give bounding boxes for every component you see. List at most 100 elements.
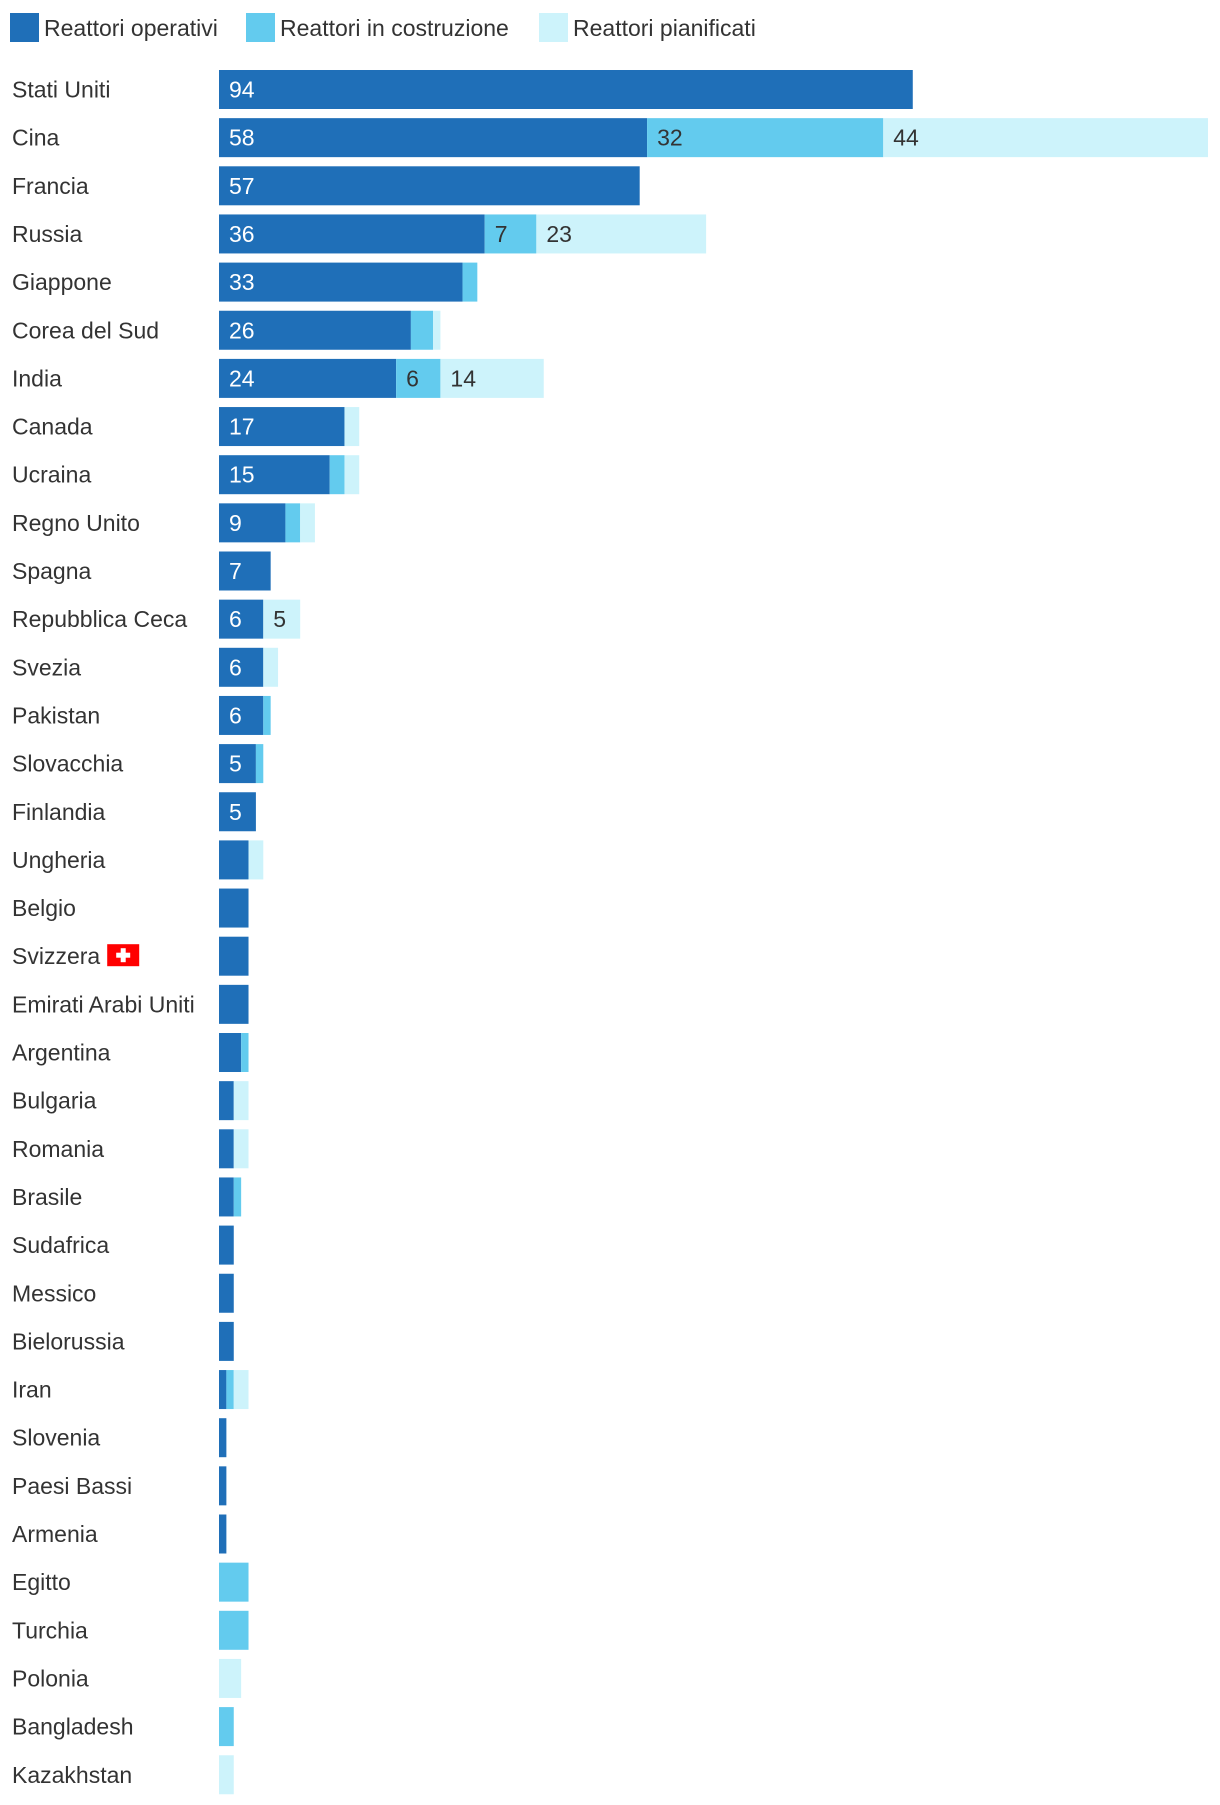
category-label-svezia: Svezia bbox=[12, 654, 81, 680]
data-label-reattori-operativi-russia: 36 bbox=[229, 221, 255, 247]
data-label-reattori-operativi-svezia: 6 bbox=[229, 654, 242, 680]
bar-reattori-operativi-bulgaria bbox=[219, 1081, 234, 1121]
category-label-emirati-arabi-uniti: Emirati Arabi Uniti bbox=[12, 991, 195, 1017]
bar-reattori-operativi-stati-uniti bbox=[219, 70, 913, 109]
category-label-repubblica-ceca: Repubblica Ceca bbox=[12, 606, 187, 632]
category-label-argentina: Argentina bbox=[12, 1040, 111, 1066]
bar-reattori-operativi-pakistan bbox=[219, 695, 264, 735]
bar-reattori-operativi-argentina bbox=[219, 1033, 242, 1072]
bar-reattori-operativi-messico bbox=[219, 1273, 234, 1313]
bar-reattori-operativi-ucraina bbox=[219, 455, 330, 495]
bar-reattori-in-costruzione-brasile bbox=[233, 1177, 242, 1217]
bar-reattori-operativi-brasile bbox=[219, 1177, 234, 1217]
category-label-sudafrica: Sudafrica bbox=[12, 1232, 109, 1258]
value-labels: 94 58 32 44 57 36 7 23 33 26 24 6 14 17 15 9 7 6 5 6 6 5 5 bbox=[229, 77, 919, 825]
legend-item-reattori-pianificati: Reattori pianificati bbox=[539, 13, 756, 42]
bar-reattori-pianificati-russia bbox=[536, 214, 707, 254]
bar-reattori-pianificati-india bbox=[440, 358, 544, 398]
category-label-brasile: Brasile bbox=[12, 1184, 82, 1210]
bar-reattori-operativi-emirati-arabi-uniti bbox=[219, 984, 249, 1024]
legend-label: Reattori pianificati bbox=[573, 15, 756, 41]
legend: Reattori operativi Reattori in costruzion… bbox=[10, 13, 756, 42]
bar-reattori-operativi-iran bbox=[219, 1370, 227, 1410]
category-label-romania: Romania bbox=[12, 1136, 104, 1162]
bar-reattori-in-costruzione-slovacchia bbox=[255, 744, 264, 784]
category-label-slovacchia: Slovacchia bbox=[12, 751, 123, 777]
bar-reattori-pianificati-iran bbox=[233, 1370, 249, 1410]
data-label-reattori-operativi-repubblica-ceca: 6 bbox=[229, 606, 242, 632]
category-label-ungheria: Ungheria bbox=[12, 847, 106, 873]
bar-reattori-operativi-spagna bbox=[219, 551, 271, 591]
swiss-flag-icon bbox=[107, 944, 140, 967]
category-label-spagna: Spagna bbox=[12, 558, 92, 584]
data-label-reattori-pianificati-india: 14 bbox=[450, 365, 476, 391]
bar-reattori-pianificati-kazakhstan bbox=[219, 1755, 234, 1795]
bar-reattori-pianificati-ucraina bbox=[344, 455, 360, 495]
bar-reattori-operativi-armenia bbox=[219, 1514, 227, 1554]
bar-reattori-in-costruzione-russia bbox=[484, 214, 537, 254]
data-label-reattori-operativi-regno-unito: 9 bbox=[229, 510, 242, 536]
bar-reattori-in-costruzione-turchia bbox=[219, 1610, 249, 1650]
bar-reattori-operativi-slovenia bbox=[219, 1418, 227, 1458]
bar-reattori-operativi-india bbox=[219, 358, 397, 398]
category-label-francia: Francia bbox=[12, 173, 89, 199]
category-label-bangladesh: Bangladesh bbox=[12, 1714, 134, 1740]
bar-reattori-in-costruzione-ucraina bbox=[329, 455, 345, 495]
bar-reattori-pianificati-svezia bbox=[263, 647, 279, 687]
category-label-armenia: Armenia bbox=[12, 1521, 98, 1547]
bar-reattori-pianificati-ungheria bbox=[248, 840, 264, 880]
category-label-russia: Russia bbox=[12, 221, 83, 247]
bar-reattori-pianificati-regno-unito bbox=[300, 503, 315, 543]
bar-reattori-operativi-giappone bbox=[219, 262, 463, 302]
data-label-reattori-operativi-spagna: 7 bbox=[229, 558, 242, 584]
category-label-regno-unito: Regno Unito bbox=[12, 510, 140, 536]
data-label-reattori-operativi-corea-del-sud: 26 bbox=[229, 317, 255, 343]
bar-reattori-operativi-ungheria bbox=[219, 840, 249, 880]
bar-reattori-in-costruzione-egitto bbox=[219, 1562, 249, 1602]
category-label-egitto: Egitto bbox=[12, 1569, 71, 1595]
legend-swatch-reattori-pianificati bbox=[539, 13, 568, 42]
bar-reattori-operativi-slovacchia bbox=[219, 744, 256, 784]
data-label-reattori-operativi-slovacchia: 5 bbox=[229, 751, 242, 777]
category-label-canada: Canada bbox=[12, 414, 93, 440]
category-label-paesi-bassi: Paesi Bassi bbox=[12, 1473, 132, 1499]
bar-reattori-pianificati-canada bbox=[344, 407, 360, 447]
bar-reattori-in-costruzione-bangladesh bbox=[219, 1707, 234, 1747]
bar-reattori-operativi-svezia bbox=[219, 647, 264, 687]
category-label-messico: Messico bbox=[12, 1280, 96, 1306]
bar-reattori-pianificati-cina bbox=[883, 118, 1208, 158]
category-label-giappone: Giappone bbox=[12, 269, 112, 295]
data-label-reattori-operativi-india: 24 bbox=[229, 365, 255, 391]
bar-reattori-in-costruzione-iran bbox=[226, 1370, 234, 1410]
bar-reattori-operativi-svizzera bbox=[219, 936, 249, 976]
bar-reattori-operativi-belgio bbox=[219, 888, 249, 928]
legend-swatch-reattori-in-costruzione bbox=[246, 13, 275, 42]
bar-reattori-in-costruzione-cina bbox=[647, 118, 884, 158]
data-label-reattori-operativi-ucraina: 15 bbox=[229, 462, 255, 488]
bar-reattori-operativi-repubblica-ceca bbox=[219, 599, 264, 639]
bar-reattori-operativi-corea-del-sud bbox=[219, 310, 411, 350]
category-label-pakistan: Pakistan bbox=[12, 702, 100, 728]
bar-reattori-pianificati-polonia bbox=[219, 1658, 242, 1698]
category-label-turchia: Turchia bbox=[12, 1617, 88, 1643]
bar-reattori-operativi-bielorussia bbox=[219, 1321, 234, 1361]
data-label-reattori-pianificati-cina: 44 bbox=[893, 125, 919, 151]
data-label-reattori-in-costruzione-cina: 32 bbox=[657, 125, 683, 151]
category-label-stati-uniti: Stati Uniti bbox=[12, 77, 110, 103]
data-label-reattori-operativi-canada: 17 bbox=[229, 414, 255, 440]
bar-reattori-operativi-finlandia bbox=[219, 792, 256, 832]
data-label-reattori-operativi-giappone: 33 bbox=[229, 269, 255, 295]
bar-reattori-in-costruzione-india bbox=[396, 358, 441, 398]
category-label-finlandia: Finlandia bbox=[12, 799, 106, 825]
bar-reattori-operativi-regno-unito bbox=[219, 503, 286, 543]
category-label-slovenia: Slovenia bbox=[12, 1425, 100, 1451]
bar-reattori-in-costruzione-regno-unito bbox=[285, 503, 301, 543]
category-label-bulgaria: Bulgaria bbox=[12, 1088, 97, 1114]
bar-reattori-operativi-romania bbox=[219, 1129, 234, 1169]
legend-label: Reattori in costruzione bbox=[280, 15, 509, 41]
category-label-iran: Iran bbox=[12, 1377, 52, 1403]
bar-reattori-operativi-paesi-bassi bbox=[219, 1466, 227, 1506]
data-label-reattori-pianificati-russia: 23 bbox=[546, 221, 572, 247]
category-label-cina: Cina bbox=[12, 125, 60, 151]
bar-reattori-operativi-canada bbox=[219, 407, 345, 447]
